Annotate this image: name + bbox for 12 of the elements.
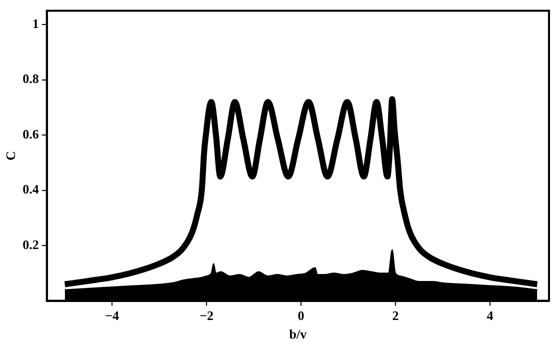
x-tick-label: 2 — [392, 308, 399, 323]
y-axis-title: C — [3, 151, 18, 160]
x-tick-label: −2 — [200, 308, 214, 323]
x-tick-label: 0 — [298, 308, 304, 323]
y-tick-label: 0.6 — [22, 126, 40, 142]
y-tick-label: 0.4 — [22, 182, 40, 197]
x-tick-label: −4 — [105, 308, 120, 323]
y-tick-label: 1 — [32, 16, 39, 31]
x-tick-label: 4 — [486, 308, 494, 323]
y-tick-label: 0.2 — [22, 236, 39, 252]
x-axis-title: b/v — [289, 326, 308, 342]
y-tick-label: 0.8 — [22, 71, 40, 86]
